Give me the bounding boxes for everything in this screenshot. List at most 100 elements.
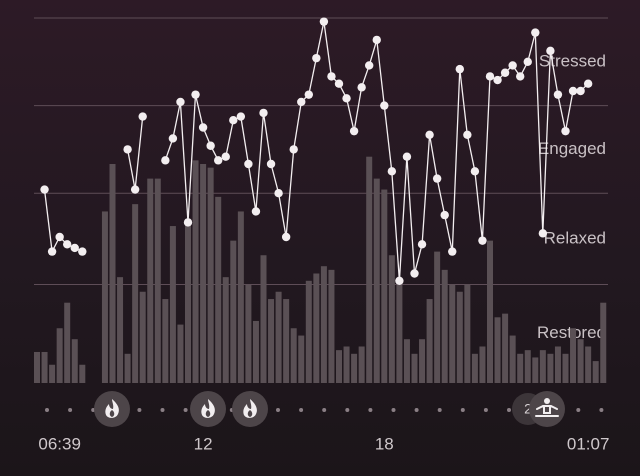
- x-tick-label: 06:39: [38, 434, 81, 453]
- bar: [517, 353, 524, 383]
- bar: [570, 328, 577, 383]
- line-point: [251, 207, 261, 216]
- bar: [117, 277, 124, 383]
- bar: [290, 328, 297, 383]
- timeline-dot: [460, 408, 465, 412]
- line-point: [425, 130, 434, 139]
- line-point: [266, 159, 276, 169]
- bar: [169, 226, 176, 383]
- bar: [320, 266, 327, 383]
- line-point: [229, 116, 238, 125]
- line-point: [138, 112, 147, 121]
- line-point: [176, 97, 185, 107]
- bar: [411, 353, 418, 383]
- line-point: [448, 247, 457, 256]
- line-point: [236, 112, 246, 121]
- bar: [336, 350, 342, 383]
- line-point: [297, 97, 306, 107]
- bar: [124, 353, 131, 383]
- line-point: [55, 232, 64, 242]
- line-point: [380, 101, 389, 110]
- line-point: [289, 145, 298, 154]
- line-point: [538, 229, 548, 238]
- bar: [524, 350, 531, 383]
- bar: [275, 291, 282, 383]
- bar: [351, 353, 358, 383]
- line-point: [478, 236, 487, 245]
- line-point: [319, 17, 329, 26]
- line-point: [161, 156, 170, 165]
- line-point: [470, 167, 480, 176]
- timeline-dot: [576, 408, 581, 412]
- icon-bg: [529, 391, 565, 427]
- bar: [162, 299, 169, 383]
- bar: [64, 302, 71, 383]
- line-point: [198, 123, 208, 132]
- timeline-dot: [368, 408, 373, 412]
- bar: [532, 357, 539, 383]
- bar: [56, 328, 63, 383]
- line-point: [349, 126, 359, 136]
- line-point: [357, 83, 366, 92]
- line-point: [508, 61, 517, 70]
- flame: [201, 399, 215, 418]
- bar: [268, 299, 275, 383]
- bar: [509, 335, 516, 383]
- line-point: [576, 86, 585, 96]
- bar: [343, 346, 350, 383]
- line-point: [553, 90, 563, 99]
- timeline-dot: [322, 408, 327, 412]
- line-point: [583, 79, 593, 88]
- line-point: [410, 269, 419, 278]
- bar: [328, 269, 335, 383]
- line-point: [221, 152, 230, 161]
- bar: [215, 196, 222, 383]
- bar: [419, 339, 426, 383]
- bar: [358, 346, 365, 383]
- line-point: [493, 75, 502, 85]
- line-point: [130, 185, 140, 194]
- bar: [577, 339, 584, 383]
- timeline-dot: [160, 408, 165, 412]
- bar: [79, 364, 86, 383]
- line-point: [516, 72, 525, 81]
- timeline-dot: [137, 408, 142, 412]
- line-point: [432, 174, 442, 183]
- workout-icon: [94, 391, 130, 427]
- bar: [177, 324, 184, 383]
- body: [535, 405, 559, 417]
- y-tick-label: Engaged: [538, 139, 606, 158]
- line-point: [417, 240, 427, 249]
- bar: [426, 299, 433, 383]
- timeline-dot: [483, 408, 488, 412]
- bar: [562, 353, 569, 383]
- bar: [456, 291, 463, 383]
- bar: [200, 164, 207, 383]
- bar: [464, 284, 471, 383]
- bar: [305, 280, 312, 383]
- bar: [298, 335, 305, 383]
- line-point: [485, 72, 495, 81]
- bar: [471, 353, 478, 383]
- bar: [373, 178, 380, 383]
- meditation-icon: 2: [512, 391, 565, 427]
- line-point: [402, 152, 412, 161]
- line-point: [568, 86, 578, 96]
- line-point: [342, 94, 351, 103]
- bar: [185, 218, 191, 383]
- bar: [230, 240, 237, 383]
- flame: [243, 399, 257, 418]
- timeline-dot: [507, 408, 511, 412]
- timeline-dot: [414, 408, 419, 412]
- bar: [494, 317, 501, 383]
- line-point: [206, 141, 215, 150]
- x-tick-label: 12: [194, 434, 213, 453]
- bar: [547, 353, 554, 383]
- line-point: [214, 156, 223, 165]
- line-point: [327, 72, 336, 81]
- line-point: [365, 61, 374, 70]
- line-point: [62, 240, 72, 249]
- timeline-dot: [437, 408, 442, 412]
- line-point: [47, 247, 57, 256]
- line-point: [281, 232, 291, 242]
